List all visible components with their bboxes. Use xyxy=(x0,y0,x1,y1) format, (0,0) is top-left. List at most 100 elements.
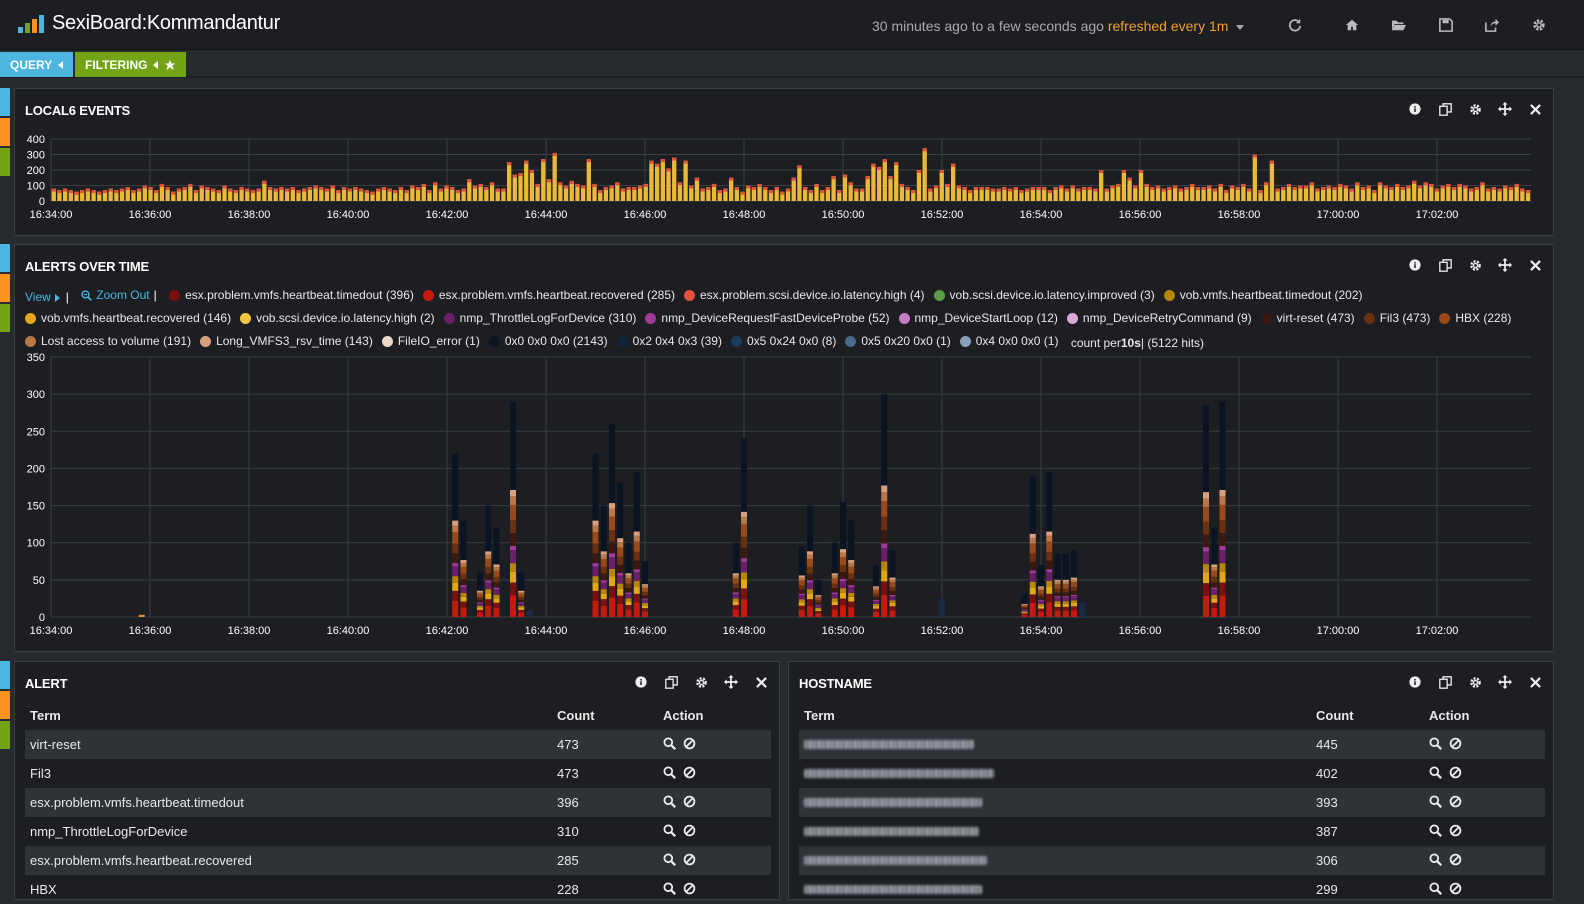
bar[interactable] xyxy=(1155,185,1161,202)
stacked-bar[interactable] xyxy=(798,546,805,617)
bar[interactable] xyxy=(1343,185,1349,202)
bar[interactable] xyxy=(1079,602,1086,617)
bar[interactable] xyxy=(1326,185,1331,202)
search-icon[interactable] xyxy=(663,823,676,837)
bar[interactable] xyxy=(888,176,893,201)
bar[interactable] xyxy=(894,162,899,201)
bar[interactable] xyxy=(1372,190,1377,201)
bar[interactable] xyxy=(495,188,500,201)
bar[interactable] xyxy=(962,187,967,201)
legend-item[interactable]: virt-reset (473) xyxy=(1260,308,1355,329)
bar[interactable] xyxy=(791,177,796,201)
bar[interactable] xyxy=(1235,187,1240,201)
bar[interactable] xyxy=(626,187,631,201)
ban-icon[interactable] xyxy=(1449,882,1462,895)
bar[interactable] xyxy=(1389,187,1394,201)
bar[interactable] xyxy=(57,190,62,201)
bar[interactable] xyxy=(529,170,535,201)
stacked-bar[interactable] xyxy=(485,505,492,617)
duplicate-icon[interactable] xyxy=(1437,674,1453,690)
stacked-bar[interactable] xyxy=(840,501,846,617)
info-icon[interactable] xyxy=(1407,257,1423,273)
search-icon[interactable] xyxy=(663,794,676,808)
search-icon[interactable] xyxy=(663,881,676,895)
search-icon[interactable] xyxy=(663,736,676,750)
legend-item[interactable]: esx.problem.scsi.device.io.latency.high … xyxy=(683,285,925,306)
bar[interactable] xyxy=(1252,154,1257,202)
bar[interactable] xyxy=(176,188,182,201)
column-header-term[interactable]: Term xyxy=(30,707,61,723)
bar[interactable] xyxy=(1167,187,1172,201)
bar[interactable] xyxy=(683,160,688,201)
view-menu[interactable]: View | xyxy=(25,287,69,308)
bar[interactable] xyxy=(1013,187,1018,201)
bar[interactable] xyxy=(421,183,426,201)
bar[interactable] xyxy=(922,148,927,201)
bar[interactable] xyxy=(228,188,233,201)
bar[interactable] xyxy=(85,188,91,201)
bar[interactable] xyxy=(1036,187,1041,201)
legend-item[interactable]: 0x0 0x0 0x0 (2143) xyxy=(488,331,608,352)
bar[interactable] xyxy=(541,159,546,201)
duplicate-icon[interactable] xyxy=(663,674,679,690)
bar[interactable] xyxy=(666,168,671,201)
bar[interactable] xyxy=(563,185,569,202)
bar[interactable] xyxy=(210,188,216,201)
search-icon[interactable] xyxy=(1429,794,1442,808)
bar[interactable] xyxy=(97,191,102,201)
stacked-bar[interactable] xyxy=(741,438,747,617)
bar[interactable] xyxy=(1064,188,1070,201)
bar[interactable] xyxy=(1098,170,1104,201)
legend-item[interactable]: HBX (228) xyxy=(1439,308,1511,329)
bar[interactable] xyxy=(518,173,523,201)
bar[interactable] xyxy=(985,187,990,201)
bar[interactable] xyxy=(524,160,529,201)
bar[interactable] xyxy=(968,190,973,201)
bar[interactable] xyxy=(1377,182,1383,201)
zoom-out-button[interactable]: Zoom Out | xyxy=(81,285,157,306)
bar[interactable] xyxy=(734,187,739,201)
move-icon[interactable] xyxy=(1497,674,1513,690)
bar[interactable] xyxy=(899,183,905,201)
search-icon[interactable] xyxy=(1429,852,1442,866)
bar[interactable] xyxy=(1491,187,1497,201)
bar[interactable] xyxy=(780,191,785,201)
stacked-bar[interactable] xyxy=(510,401,516,617)
bar[interactable] xyxy=(933,185,939,202)
bar[interactable] xyxy=(1474,187,1479,201)
bar[interactable] xyxy=(1446,183,1451,201)
stacked-bar[interactable] xyxy=(1029,475,1036,617)
ban-icon[interactable] xyxy=(683,795,696,808)
bar[interactable] xyxy=(620,188,626,201)
gear-icon[interactable] xyxy=(693,674,709,690)
bar[interactable] xyxy=(694,177,700,201)
bar[interactable] xyxy=(1440,185,1445,202)
bar[interactable] xyxy=(216,190,221,201)
row-collapse-tabs[interactable] xyxy=(0,244,10,334)
bar[interactable] xyxy=(1480,182,1485,201)
bar[interactable] xyxy=(871,163,876,201)
ban-icon[interactable] xyxy=(683,737,696,750)
bar[interactable] xyxy=(444,185,449,202)
bar[interactable] xyxy=(569,180,574,201)
bar[interactable] xyxy=(376,188,381,201)
bar[interactable] xyxy=(1275,188,1280,201)
bar[interactable] xyxy=(802,187,808,201)
bar[interactable] xyxy=(387,188,392,201)
legend-item[interactable]: vob.scsi.device.io.latency.improved (3) xyxy=(933,285,1155,306)
bar[interactable] xyxy=(1059,185,1064,202)
bar[interactable] xyxy=(956,185,961,202)
bar[interactable] xyxy=(1366,185,1371,202)
bar[interactable] xyxy=(138,614,145,617)
bar[interactable] xyxy=(1383,185,1388,202)
bar[interactable] xyxy=(1229,185,1235,202)
bar[interactable] xyxy=(398,187,404,201)
bar[interactable] xyxy=(136,188,142,201)
bar[interactable] xyxy=(911,190,916,201)
bar[interactable] xyxy=(165,187,170,201)
bar[interactable] xyxy=(102,190,108,201)
bar[interactable] xyxy=(1087,187,1092,201)
bar[interactable] xyxy=(381,187,387,201)
legend-item[interactable]: Long_VMFS3_rsv_time (143) xyxy=(200,331,373,352)
bar[interactable] xyxy=(526,609,533,617)
